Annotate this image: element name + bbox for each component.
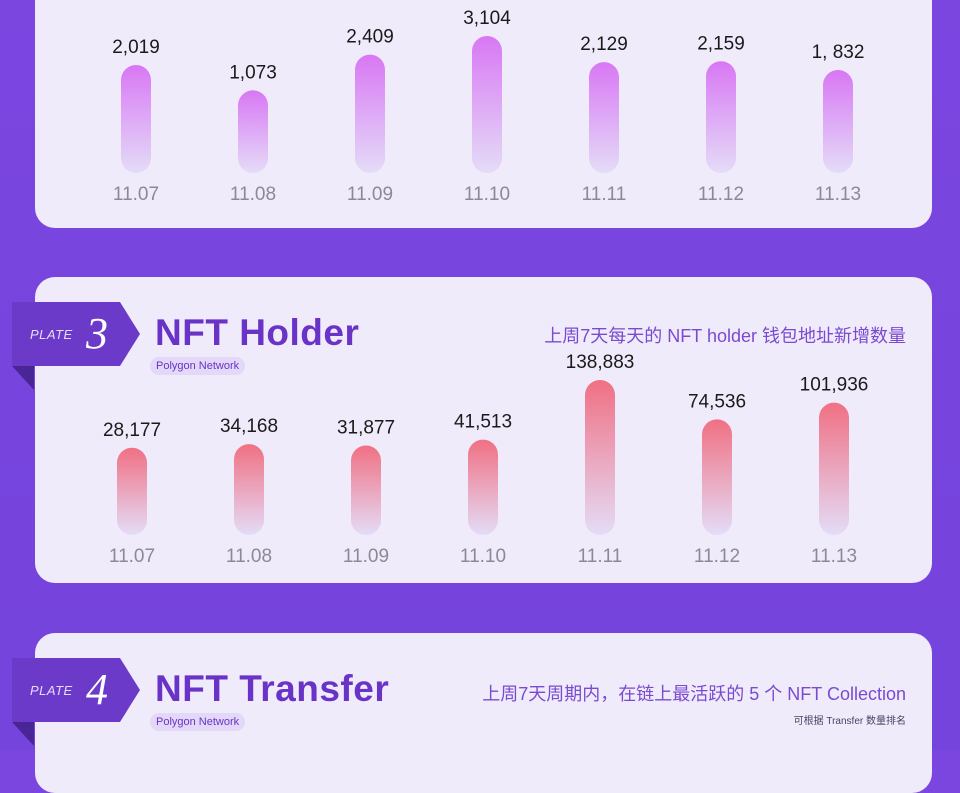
category-label-11.07: 11.07 [113,184,159,205]
category-label-11.11: 11.11 [582,184,627,205]
network-tag: Polygon Network [150,357,246,375]
plate-ribbon-icon [12,302,140,390]
bar-11.12 [702,419,732,535]
category-label-11.09: 11.09 [343,546,389,567]
plate-ribbon-icon [12,658,140,746]
bar-11.07 [121,65,151,173]
value-label-11.11: 138,883 [566,352,635,373]
category-label-11.08: 11.08 [230,184,276,205]
plate-number: 3 [86,309,108,358]
bar-11.13 [819,402,849,535]
daily-chart-plate2: 2,019 11.07 1,073 11.08 2,409 11.09 3,104 11.10… [112,8,865,205]
category-label-11.10: 11.10 [464,184,510,205]
value-label-11.13: 101,936 [800,375,869,396]
section-title: NFT Holder [155,312,360,353]
section-note: 可根据 Transfer 数量排名 [793,716,906,727]
plate-number: 4 [86,665,108,714]
section-title: NFT Transfer [155,668,390,709]
value-label-11.07: 28,177 [103,420,161,441]
category-label-11.09: 11.09 [347,184,393,205]
bar-11.07 [117,447,147,535]
bar-11.10 [468,439,498,535]
category-label-11.12: 11.12 [698,184,744,205]
value-label-11.12: 2,159 [697,33,745,54]
plate-word: PLATE [30,683,73,698]
value-label-11.08: 1,073 [229,62,277,83]
value-label-11.11: 2,129 [580,34,628,55]
bar-11.10 [472,36,502,173]
plate-word: PLATE [30,327,73,342]
value-label-11.08: 34,168 [220,416,278,437]
bar-11.09 [351,445,381,535]
chart-card-plate3: 28,177 11.07 34,168 11.08 31,877 11.09 41,513 1… [35,277,932,583]
value-label-11.10: 41,513 [454,412,512,433]
value-label-11.07: 2,019 [112,37,160,58]
value-label-11.10: 3,104 [463,8,511,29]
bar-11.11 [589,62,619,173]
plate-badge-4: PLATE 4 [12,658,140,746]
category-label-11.13: 11.13 [811,546,857,567]
bar-11.08 [238,90,268,173]
bar-11.11 [585,380,615,535]
category-label-11.12: 11.12 [694,546,740,567]
category-label-11.13: 11.13 [815,184,861,205]
section-description: 上周7天周期内，在链上最活跃的 5 个 NFT Collection [482,684,906,704]
category-label-11.08: 11.08 [226,546,272,567]
value-label-11.09: 2,409 [346,27,394,48]
plate-badge-3: PLATE 3 [12,302,140,390]
value-label-11.13: 1, 832 [812,42,865,63]
nft-holder-chart: 28,177 11.07 34,168 11.08 31,877 11.09 41,513 1… [103,352,869,567]
bar-11.09 [355,54,385,173]
category-label-11.07: 11.07 [109,546,155,567]
network-tag: Polygon Network [150,713,246,731]
bar-11.12 [706,61,736,173]
category-label-11.10: 11.10 [460,546,506,567]
value-label-11.09: 31,877 [337,417,395,438]
bar-11.08 [234,444,264,535]
category-label-11.11: 11.11 [578,546,623,567]
value-label-11.12: 74,536 [688,391,746,412]
section-description: 上周7天每天的 NFT holder 钱包地址新增数量 [544,326,906,346]
chart-card-plate2: 2,019 11.07 1,073 11.08 2,409 11.09 3,104 11.10… [35,0,932,228]
bar-11.13 [823,70,853,173]
